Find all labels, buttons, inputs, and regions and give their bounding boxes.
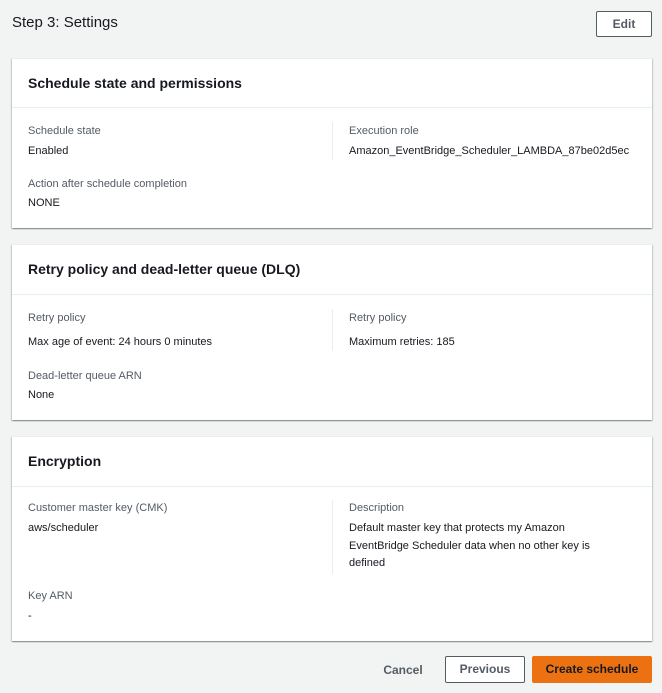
divider	[332, 309, 333, 351]
field-label: Action after schedule completion	[28, 178, 187, 190]
step-title: Step 3: Settings	[12, 14, 118, 31]
field-value: Amazon_EventBridge_Scheduler_LAMBDA_87be…	[349, 145, 630, 157]
field-value: Max age of event: 24 hours 0 minutes	[28, 336, 213, 348]
field-label: Dead-letter queue ARN	[28, 370, 142, 382]
field-value: Default master key that protects my Amaz…	[349, 522, 590, 569]
panel: Retry policy and dead-letter queue (DLQ)…	[12, 244, 652, 420]
panel-title: Retry policy and dead-letter queue (DLQ)	[12, 245, 652, 295]
divider	[332, 500, 333, 574]
field-label: Schedule state	[28, 125, 101, 137]
divider	[332, 122, 333, 160]
field-value: -	[28, 610, 32, 622]
field-label: Description	[349, 502, 405, 514]
field-value: None	[28, 389, 55, 401]
panel-title: Schedule state and permissions	[12, 59, 652, 108]
edit-button[interactable]: Edit	[596, 11, 652, 37]
panel: Encryption Customer master key (CMK) aws…	[12, 436, 652, 641]
field-value: Maximum retries: 185	[349, 336, 455, 348]
cancel-button[interactable]: Cancel	[383, 663, 423, 677]
field-value: Enabled	[28, 145, 69, 157]
field-label: Execution role	[349, 125, 419, 137]
create-button[interactable]: Create schedule	[532, 656, 652, 683]
field-label: Retry policy	[28, 312, 86, 324]
panel: Schedule state and permissions Schedule …	[12, 58, 652, 228]
field-label: Key ARN	[28, 590, 73, 602]
panel-title: Encryption	[12, 437, 652, 487]
field-value: aws/scheduler	[28, 522, 99, 534]
field-value: NONE	[28, 197, 60, 209]
field-label: Retry policy	[349, 312, 407, 324]
previous-button[interactable]: Previous	[445, 656, 525, 683]
field-label: Customer master key (CMK)	[28, 502, 168, 514]
